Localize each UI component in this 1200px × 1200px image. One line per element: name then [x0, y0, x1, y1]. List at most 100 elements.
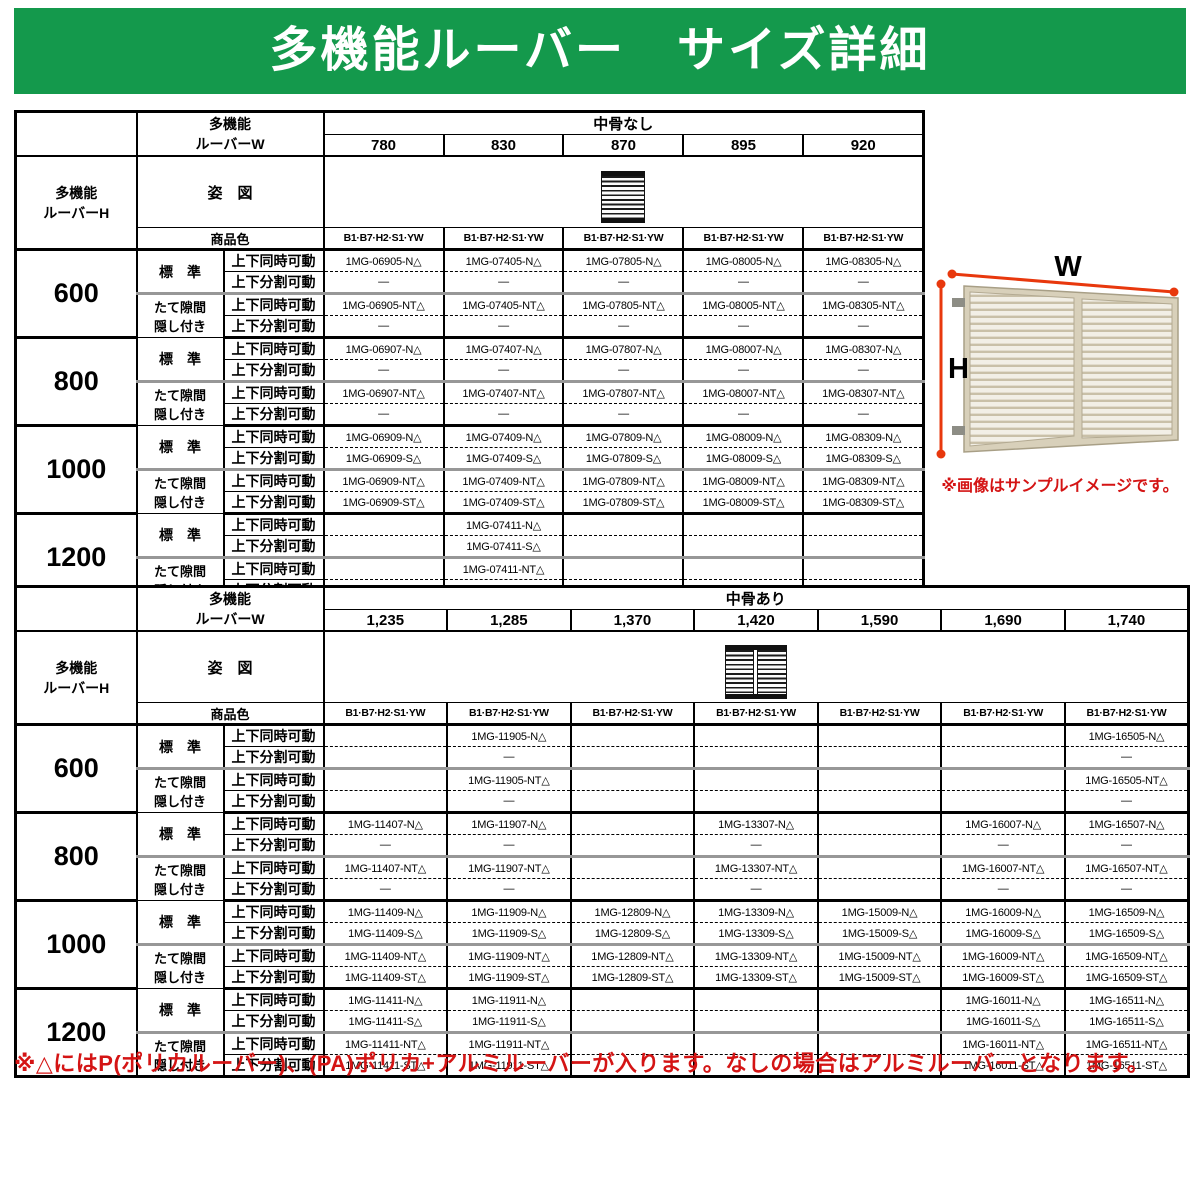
empty-cell [570, 834, 696, 858]
product-code-cell: 1MG-16009-ST△ [941, 966, 1066, 990]
empty-cell [570, 878, 696, 902]
type-hidden-cell: たて隙間隠し付き [136, 944, 225, 989]
empty-cell [570, 790, 696, 814]
color-value-cell: B1·B7·H2·S1·YW [323, 227, 445, 251]
empty-cell [323, 746, 449, 770]
height-dimension-label: H [948, 353, 969, 385]
w-header-line: 多機能 [209, 591, 251, 607]
dash-cell: — [941, 834, 1066, 858]
product-code-cell: 1MG-07805-NT△ [563, 293, 685, 316]
empty-cell [570, 724, 696, 747]
product-code-cell: 1MG-13309-N△ [694, 900, 819, 923]
type-hidden-line: たて隙間 [153, 300, 206, 315]
empty-cell [803, 513, 925, 536]
sample-image-caption: ※画像はサンプルイメージです。 [941, 478, 1179, 495]
product-code-cell: 1MG-08007-N△ [683, 337, 805, 360]
product-code-cell: 1MG-07405-NT△ [443, 293, 565, 316]
width-header-cell: 1,590 [817, 609, 943, 632]
color-value-cell: B1·B7·H2·S1·YW [447, 702, 572, 726]
w-header-line: ルーバーW [195, 611, 265, 627]
empty-cell [817, 1054, 943, 1078]
w-header-cell: 多機能 ルーバーW [136, 111, 325, 157]
product-code-cell: 1MG-16011-ST△ [941, 1054, 1066, 1078]
product-code-cell: 1MG-08309-ST△ [803, 491, 925, 515]
dash-cell: — [1064, 746, 1190, 770]
color-value-cell: B1·B7·H2·S1·YW [817, 702, 943, 726]
product-code-cell: 1MG-07405-N△ [443, 249, 565, 272]
product-code-cell: 1MG-08009-S△ [683, 447, 805, 471]
product-code-cell: 1MG-16511-ST△ [1064, 1054, 1190, 1078]
louver-panel [724, 649, 755, 694]
width-header-cell: 920 [803, 134, 925, 157]
height-cell: 600 [15, 249, 138, 339]
louver-left-panel [969, 291, 1075, 447]
product-code-cell: 1MG-16511-NT△ [1064, 1032, 1190, 1055]
product-code-cell: 1MG-06907-N△ [323, 337, 445, 360]
type-hidden-cell: たて隙間隠し付き [136, 469, 225, 514]
product-code-cell: 1MG-15009-NT△ [817, 944, 943, 967]
height-cell: 1200 [15, 988, 138, 1078]
product-code-cell: 1MG-12809-ST△ [570, 966, 696, 990]
product-code-cell: 1MG-12809-N△ [570, 900, 696, 923]
product-code-cell: 1MG-11905-N△ [447, 724, 572, 747]
product-code-cell: 1MG-13309-NT△ [694, 944, 819, 967]
empty-cell [817, 768, 943, 791]
color-value-cell: B1·B7·H2·S1·YW [803, 227, 925, 251]
product-code-cell: 1MG-16511-S△ [1064, 1010, 1190, 1034]
product-code-cell: 1MG-16509-N△ [1064, 900, 1190, 923]
dash-cell: — [563, 271, 685, 295]
move-label-cell: 上下同時可動 [223, 900, 325, 923]
empty-cell [694, 1054, 819, 1078]
h-header-line: 多機能 [55, 659, 98, 676]
type-hidden-cell: たて隙間隠し付き [136, 768, 225, 813]
width-header-cell: 830 [443, 134, 565, 157]
move-label-cell: 上下同時可動 [223, 293, 325, 316]
move-label-cell: 上下同時可動 [223, 856, 325, 879]
empty-cell [694, 1010, 819, 1034]
louver-double-icon [724, 644, 787, 699]
product-code-cell: 1MG-11909-ST△ [447, 966, 572, 990]
product-code-cell: 1MG-11409-ST△ [323, 966, 449, 990]
color-value-cell: B1·B7·H2·S1·YW [941, 702, 1066, 726]
type-hidden-line: たて隙間 [153, 476, 206, 491]
product-code-cell: 1MG-11411-S△ [323, 1010, 449, 1034]
figure-area-cell [323, 631, 1190, 703]
move-label-cell: 上下分割可動 [223, 447, 325, 471]
move-label-cell: 上下分割可動 [223, 746, 325, 770]
arrow-endpoint [936, 279, 946, 289]
product-code-cell: 1MG-16007-NT△ [941, 856, 1066, 879]
product-code-cell: 1MG-07805-N△ [563, 249, 685, 272]
empty-cell [803, 557, 925, 580]
group-span-header: 中骨なし [323, 111, 925, 135]
product-code-cell: 1MG-07809-ST△ [563, 491, 685, 515]
product-code-cell: 1MG-08005-N△ [683, 249, 805, 272]
empty-cell [570, 988, 696, 1011]
product-code-cell: 1MG-06905-NT△ [323, 293, 445, 316]
type-standard-cell: 標 準 [136, 812, 225, 858]
empty-cell [817, 724, 943, 747]
type-hidden-line: 隠し付き [153, 794, 206, 809]
type-hidden-line: たて隙間 [153, 775, 206, 790]
type-standard-cell: 標 準 [136, 425, 225, 471]
product-code-cell: 1MG-08307-NT△ [803, 381, 925, 404]
type-hidden-line: 隠し付き [153, 882, 206, 897]
type-hidden-cell: たて隙間隠し付き [136, 856, 225, 901]
type-hidden-line: たて隙間 [153, 563, 206, 579]
move-label-cell: 上下同時可動 [223, 1032, 325, 1055]
empty-cell [817, 1010, 943, 1034]
figure-label-cell: 姿 図 [136, 156, 325, 228]
product-code-cell: 1MG-08009-ST△ [683, 491, 805, 515]
dash-cell: — [803, 359, 925, 383]
product-code-cell: 1MG-11909-S△ [447, 922, 572, 946]
move-label-cell: 上下同時可動 [223, 988, 325, 1011]
product-code-cell: 1MG-15009-N△ [817, 900, 943, 923]
product-code-cell: 1MG-16507-NT△ [1064, 856, 1190, 879]
dash-cell: — [694, 834, 819, 858]
empty-cell [941, 724, 1066, 747]
move-label-cell: 上下分割可動 [223, 966, 325, 990]
width-header-cell: 895 [683, 134, 805, 157]
product-code-cell: 1MG-06909-S△ [323, 447, 445, 471]
width-header-cell: 870 [563, 134, 685, 157]
product-code-cell: 1MG-11411-ST△ [323, 1054, 449, 1078]
type-hidden-cell: たて隙間隠し付き [136, 1032, 225, 1077]
